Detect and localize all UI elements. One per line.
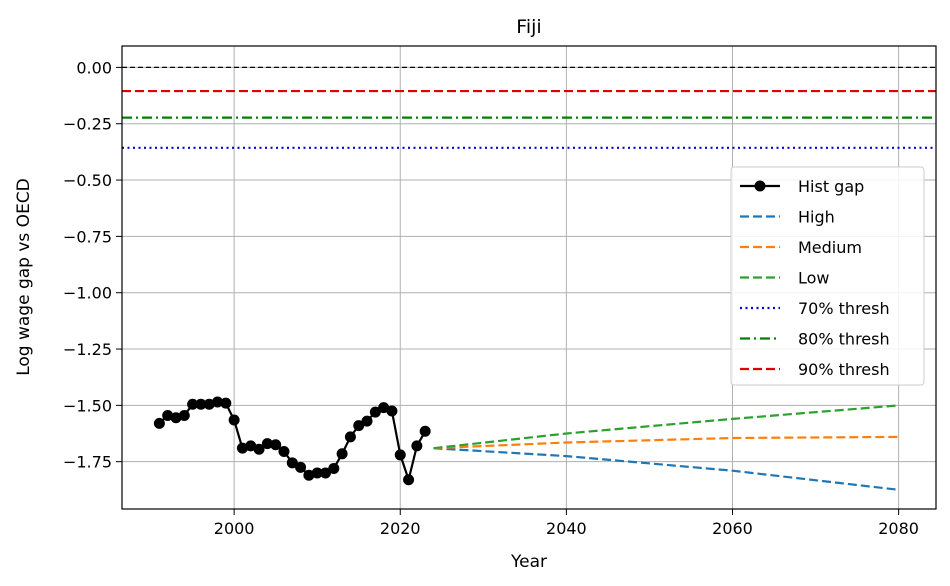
reference-lines	[122, 66, 936, 149]
data-point	[162, 409, 174, 421]
data-point	[253, 443, 265, 455]
y-tick-label: 0.00	[76, 58, 112, 77]
data-point	[344, 431, 356, 443]
y-tick-label: −0.50	[63, 171, 112, 190]
data-point	[303, 469, 315, 481]
y-tick-label: −0.25	[63, 115, 112, 134]
data-point	[212, 396, 224, 408]
data-point	[311, 467, 323, 479]
data-point	[187, 398, 199, 410]
legend-label: Hist gap	[798, 177, 864, 196]
legend: Hist gap High Medium Low 70% thresh 80% thres…	[730, 166, 925, 386]
series-line	[433, 435, 899, 450]
data-point	[236, 442, 248, 454]
data-point	[403, 474, 415, 486]
x-tick-label: 2080	[878, 519, 919, 538]
legend-label: 80% thresh	[798, 330, 890, 349]
x-axis-label: Year	[510, 552, 547, 572]
data-point	[245, 440, 257, 452]
series-lines	[153, 396, 899, 491]
data-point	[270, 439, 282, 451]
legend-label: High	[798, 208, 835, 227]
data-point	[361, 415, 373, 427]
legend-marker	[754, 180, 766, 192]
data-point	[228, 414, 240, 426]
data-point	[220, 397, 232, 409]
legend-label: 90% thresh	[798, 360, 890, 379]
data-point	[278, 446, 290, 458]
data-point	[320, 467, 331, 479]
legend-label: Medium	[798, 238, 862, 257]
legend-label: 70% thresh	[798, 299, 890, 318]
data-point	[195, 398, 207, 410]
data-point	[394, 449, 406, 461]
x-tick-label: 2060	[712, 519, 753, 538]
chart-title: Fiji	[516, 16, 541, 38]
data-point	[353, 420, 365, 432]
data-point	[336, 448, 348, 460]
series-line	[433, 404, 899, 450]
x-tick-label: 2000	[214, 519, 255, 538]
legend-label: Low	[798, 269, 830, 288]
y-tick-label: −1.50	[63, 396, 112, 415]
plot-frame	[121, 45, 937, 510]
data-point	[369, 406, 381, 418]
data-point	[378, 402, 390, 414]
axis-ticks: 2000 2020 2040 2060 2080 0.00 −0.25 −0.50 −0.75 −…	[63, 58, 919, 538]
y-axis-label: Log wage gap vs OECD	[14, 178, 34, 376]
data-point	[386, 405, 398, 417]
data-point	[295, 461, 307, 473]
data-point	[153, 417, 165, 429]
series-line	[433, 447, 899, 491]
y-tick-label: −0.75	[63, 227, 112, 246]
legend-box	[730, 166, 925, 386]
data-point	[170, 412, 182, 424]
y-tick-label: −1.75	[63, 453, 112, 472]
data-point	[203, 398, 215, 410]
x-tick-label: 2040	[546, 519, 587, 538]
y-tick-label: −1.00	[63, 284, 112, 303]
data-point	[178, 409, 190, 421]
data-point	[261, 438, 273, 450]
data-point	[419, 425, 431, 437]
data-point	[286, 457, 298, 469]
data-point	[411, 440, 423, 452]
data-point	[328, 462, 340, 474]
y-tick-label: −1.25	[63, 340, 112, 359]
x-tick-label: 2020	[380, 519, 421, 538]
